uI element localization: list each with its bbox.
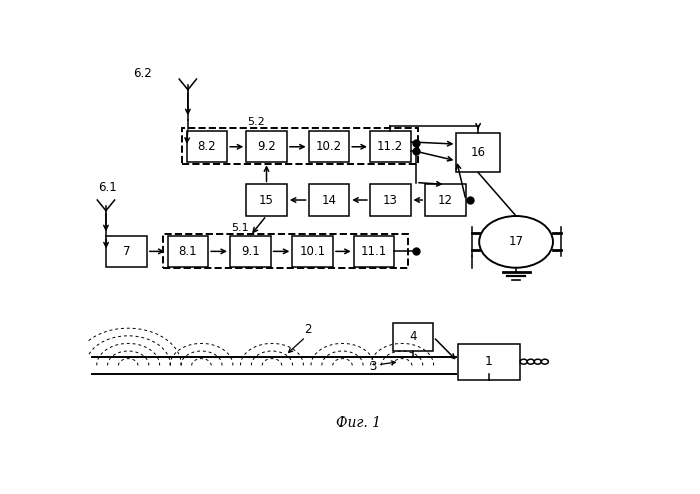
Text: 8.1: 8.1	[178, 245, 197, 258]
Text: 4: 4	[410, 330, 416, 343]
Text: 13: 13	[383, 194, 398, 206]
Bar	[163, 234, 407, 269]
Bar	[354, 236, 394, 267]
Bar	[370, 131, 411, 163]
Text: 11.2: 11.2	[377, 140, 403, 153]
Text: 6.2: 6.2	[134, 67, 153, 80]
Bar	[230, 236, 271, 267]
Text: 15: 15	[259, 194, 274, 206]
Text: 8.2: 8.2	[197, 140, 216, 153]
Text: 10.2: 10.2	[316, 140, 342, 153]
Text: 1: 1	[485, 355, 493, 368]
Bar	[246, 184, 287, 215]
Text: 16: 16	[470, 146, 486, 159]
Bar	[183, 128, 419, 164]
Bar	[309, 184, 349, 215]
Text: 7: 7	[122, 245, 130, 258]
Bar	[106, 236, 147, 267]
Text: 10.1: 10.1	[300, 245, 326, 258]
Bar	[167, 236, 208, 267]
Text: Фиг. 1: Фиг. 1	[336, 416, 382, 430]
Text: 3: 3	[370, 360, 377, 373]
Text: 2: 2	[304, 323, 312, 336]
Text: 5.1: 5.1	[232, 223, 249, 233]
Text: 9.2: 9.2	[257, 140, 276, 153]
Text: 5.2: 5.2	[247, 117, 265, 126]
Text: 12: 12	[438, 194, 453, 206]
Text: 6.1: 6.1	[98, 181, 117, 194]
Bar	[186, 131, 228, 163]
Bar	[458, 344, 520, 380]
Bar	[293, 236, 333, 267]
Text: 14: 14	[321, 194, 337, 206]
Text: 9.1: 9.1	[241, 245, 260, 258]
Text: 17: 17	[509, 235, 524, 248]
Bar	[456, 132, 500, 172]
Text: 11.1: 11.1	[360, 245, 387, 258]
Bar	[246, 131, 287, 163]
Bar	[370, 184, 411, 215]
Bar	[393, 323, 433, 351]
Bar	[425, 184, 466, 215]
Bar	[309, 131, 349, 163]
